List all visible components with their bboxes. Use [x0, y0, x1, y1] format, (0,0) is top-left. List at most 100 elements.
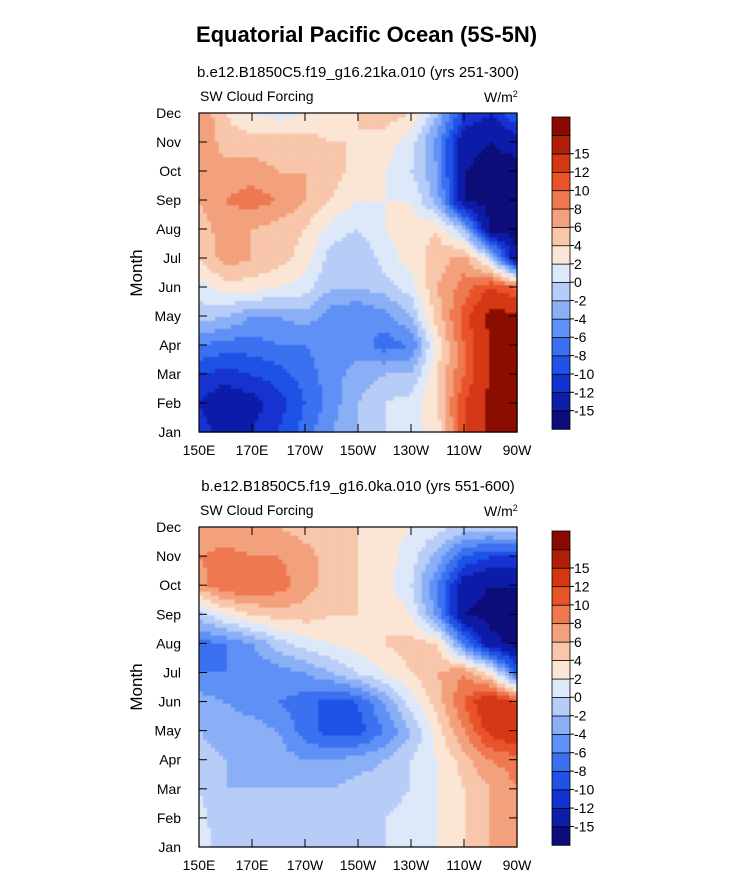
contour-cell	[509, 272, 514, 278]
contour-cell	[222, 188, 228, 194]
contour-cell	[354, 272, 359, 278]
contour-cell	[421, 368, 427, 373]
contour-cell	[358, 336, 363, 341]
contour-cell	[373, 404, 379, 409]
contour-cell	[405, 320, 411, 325]
contour-cell	[381, 232, 387, 238]
contour-cell	[342, 400, 347, 405]
contour-cell	[461, 216, 466, 222]
contour-cell	[489, 332, 494, 337]
contour-cell	[270, 428, 276, 433]
contour-cell	[413, 408, 419, 413]
contour-cell	[369, 376, 375, 381]
contour-cell	[199, 320, 204, 325]
contour-cell	[230, 196, 236, 202]
contour-cell	[322, 216, 327, 222]
contour-cell	[429, 188, 435, 194]
contour-cell	[441, 340, 447, 345]
contour-cell	[358, 408, 363, 413]
contour-cell	[389, 196, 395, 202]
contour-cell	[310, 268, 315, 274]
contour-cell	[373, 204, 379, 210]
contour-cell	[234, 380, 240, 385]
contour-cell	[401, 268, 407, 274]
contour-cell	[230, 396, 236, 401]
contour-cell	[310, 304, 315, 309]
contour-cell	[437, 304, 443, 309]
contour-cell	[445, 280, 451, 286]
contour-cell	[278, 376, 284, 381]
contour-cell	[437, 416, 443, 421]
contour-cell	[465, 396, 470, 401]
contour-cell	[417, 196, 423, 202]
contour-cell	[226, 284, 232, 290]
contour-cell	[234, 420, 240, 425]
contour-cell	[441, 284, 447, 290]
contour-cell	[417, 348, 423, 353]
contour-cell	[282, 364, 288, 369]
contour-cell	[214, 268, 220, 274]
contour-cell	[449, 228, 455, 234]
contour-cell	[290, 204, 296, 210]
contour-cell	[489, 268, 494, 274]
contour-cell	[278, 344, 284, 349]
contour-cell	[449, 360, 455, 365]
contour-cell	[322, 320, 327, 325]
contour-cell	[477, 268, 482, 274]
contour-cell	[449, 416, 455, 421]
contour-cell	[401, 416, 407, 421]
contour-cell	[318, 208, 323, 214]
contour-cell	[425, 272, 431, 278]
contour-cell	[373, 412, 379, 417]
contour-cell	[493, 204, 498, 210]
contour-cell	[405, 252, 411, 258]
contour-cell	[505, 216, 510, 222]
contour-cell	[202, 352, 208, 357]
contour-cell	[326, 300, 331, 305]
contour-cell	[346, 316, 351, 321]
contour-cell	[457, 236, 462, 242]
contour-cell	[298, 416, 303, 421]
contour-cell	[417, 292, 423, 298]
contour-cell	[334, 372, 339, 377]
contour-cell	[350, 364, 355, 369]
contour-cell	[246, 392, 252, 397]
contour-cell	[266, 392, 272, 397]
contour-cell	[286, 360, 292, 365]
contour-cell	[445, 400, 451, 405]
contour-cell	[397, 348, 403, 353]
contour-cell	[365, 364, 371, 369]
contour-cell	[310, 196, 315, 202]
contour-cell	[330, 308, 335, 313]
contour-cell	[489, 276, 494, 282]
contour-cell	[286, 376, 292, 381]
contour-cell	[310, 324, 315, 329]
contour-cell	[445, 344, 451, 349]
contour-cell	[445, 208, 451, 214]
contour-cell	[274, 256, 280, 262]
contour-cell	[501, 324, 506, 329]
contour-cell	[302, 228, 307, 234]
contour-cell	[433, 252, 439, 258]
contour-cell	[477, 260, 482, 266]
contour-cell	[230, 372, 236, 377]
contour-cell	[230, 408, 236, 413]
contour-cell	[258, 304, 264, 309]
contour-cell	[334, 384, 339, 389]
contour-cell	[199, 328, 204, 333]
contour-cell	[262, 192, 268, 198]
contour-cell	[433, 184, 439, 190]
contour-cell	[202, 292, 208, 298]
contour-cell	[433, 384, 439, 389]
contour-cell	[425, 284, 431, 290]
contour-cell	[465, 372, 470, 377]
contour-cell	[270, 184, 276, 190]
contour-cell	[338, 296, 343, 302]
contour-cell	[397, 272, 403, 278]
contour-cell	[373, 312, 379, 317]
contour-cell	[202, 308, 208, 313]
contour-cell	[441, 400, 447, 405]
contour-cell	[385, 252, 391, 258]
contour-cell	[501, 408, 506, 413]
contour-cell	[409, 220, 415, 226]
